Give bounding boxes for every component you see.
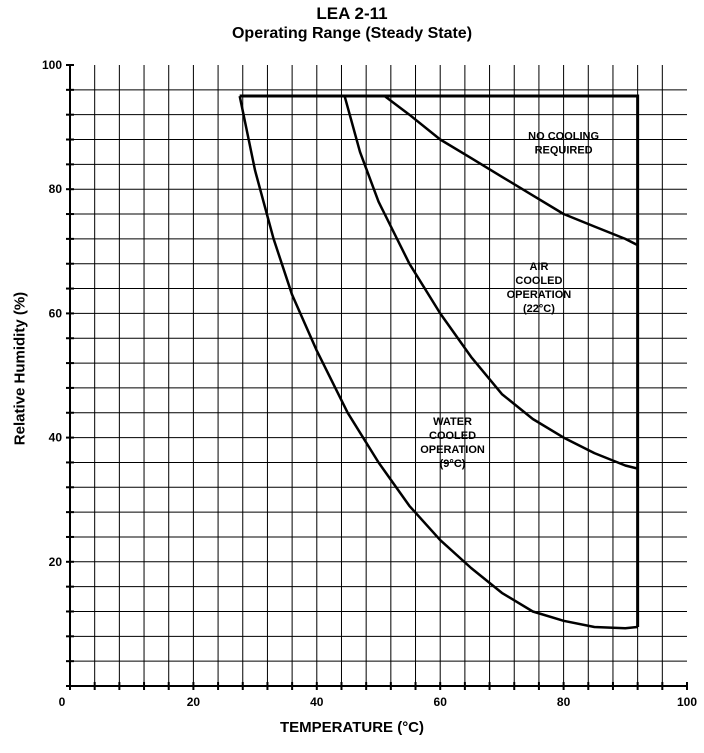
y-axis-label: Relative Humidity (%): [11, 291, 29, 446]
region-label-3: (9°C): [440, 458, 466, 470]
region-label-1: NO COOLING: [528, 131, 599, 143]
series-line-2: [343, 95, 638, 470]
chart-subtitle: Operating Range (Steady State): [231, 25, 473, 42]
region-label-2: AIR: [529, 261, 548, 273]
x-axis-label: TEMPERATURE (°C): [279, 719, 425, 736]
y-tick-label: 100: [42, 58, 62, 72]
chart-title: LEA 2-11: [316, 4, 388, 23]
y-tick-label: 40: [49, 431, 63, 445]
x-tick-label: 0: [59, 695, 66, 709]
region-label-2: (22°C): [523, 303, 555, 315]
y-tick-label: 60: [49, 306, 63, 320]
series-line-3: [383, 95, 639, 247]
x-tick-label: 20: [187, 695, 201, 709]
region-label-2: OPERATION: [507, 289, 572, 301]
region-label-3: WATER: [433, 416, 472, 428]
x-tick-label: 40: [310, 695, 324, 709]
series-line-1: [238, 95, 638, 630]
region-label-3: OPERATION: [420, 444, 485, 456]
x-tick-label: 80: [557, 695, 571, 709]
region-label-1: REQUIRED: [535, 145, 593, 157]
region-label-2: COOLED: [515, 275, 562, 287]
operating-range-boundary: [239, 94, 640, 628]
region-label-3: COOLED: [429, 430, 476, 442]
x-tick-label: 100: [677, 695, 697, 709]
y-tick-label: 20: [49, 555, 63, 569]
y-tick-label: 80: [49, 182, 63, 196]
x-tick-label: 60: [434, 695, 448, 709]
